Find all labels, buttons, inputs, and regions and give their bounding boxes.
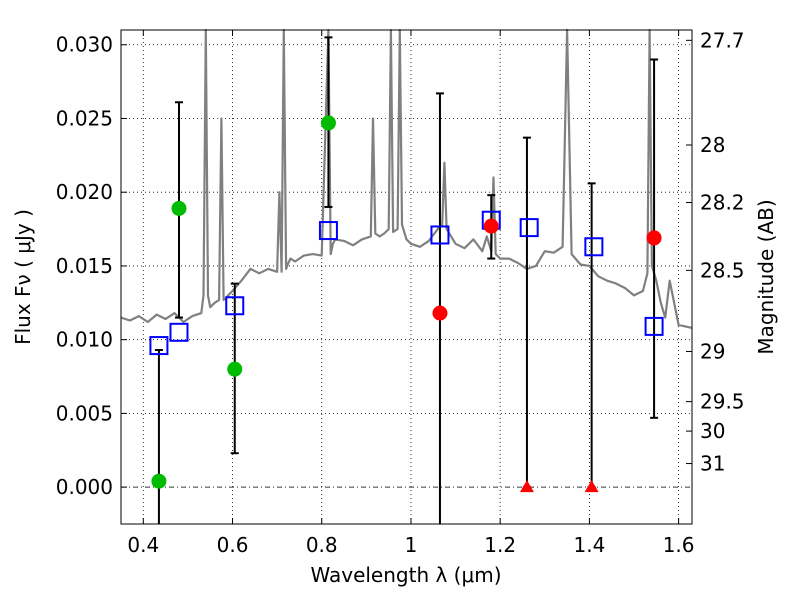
model-sed-layer [120,28,693,329]
flux-point [171,200,187,216]
right-tick-label: 31 [700,452,725,476]
y-tick-label: 0.020 [56,180,113,204]
x-tick-label: 1 [405,533,418,557]
sed-line [120,28,693,329]
plot-frame [120,29,693,525]
x-tick-label: 0.6 [217,533,249,557]
y-tick-label: 0.030 [56,33,113,57]
x-tick-label: 0.8 [306,533,338,557]
markers-layer [149,115,664,493]
flux-point [432,305,448,321]
y-tick-label: 0.010 [56,328,113,352]
flux-point [151,473,167,489]
y-tick-label: 0.015 [56,254,113,278]
x-tick-label: 1.2 [484,533,516,557]
x-ticks: 0.4 0.6 0.8 1 1.2 1.4 1.6 [127,30,695,557]
upper-limit-marker [584,480,599,493]
model-band-marker [149,336,169,356]
right-tick-label: 28 [700,133,725,157]
model-band-marker [430,225,450,245]
y-axis-label: Flux Fν ( μJy ) [11,209,35,345]
x-tick-label: 0.4 [127,533,159,557]
y-tick-label: 0.005 [56,401,113,425]
flux-point [320,115,336,131]
model-band-marker [519,218,539,238]
right-tick-label: 28.2 [700,191,745,215]
upper-limit-marker [519,480,534,493]
model-band-marker [169,322,189,342]
right-tick-label: 28.5 [700,258,745,282]
x-tick-label: 1.4 [573,533,605,557]
y-tick-label: 0.025 [56,106,113,130]
model-band-marker [225,296,245,316]
right-tick-label: 29 [700,339,725,363]
flux-point [227,361,243,377]
error-bars-layer [154,36,659,524]
x-tick-label: 1.6 [663,533,695,557]
model-band-marker [584,237,604,257]
model-band-marker [318,221,338,241]
right-tick-label: 29.5 [700,390,745,414]
model-band-marker [644,316,664,336]
x-axis-label: Wavelength λ (μm) [310,563,501,587]
right-axis-label: Magnitude (AB) [754,199,778,354]
flux-point [646,230,662,246]
y-ticks: 0.000 0.005 0.010 0.015 0.020 0.025 0.030 [56,33,127,499]
flux-point [483,218,499,234]
right-ticks: 27.7 28 28.2 28.5 29 29.5 30 31 [686,28,745,476]
right-tick-label: 30 [700,419,725,443]
right-tick-label: 27.7 [700,28,745,52]
y-tick-label: 0.000 [56,475,113,499]
